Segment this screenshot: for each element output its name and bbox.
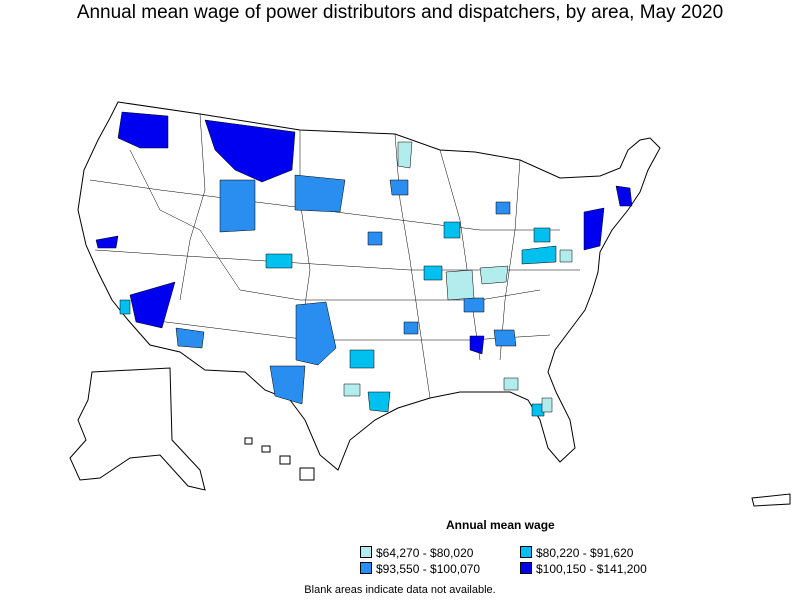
alaska-outline bbox=[69, 367, 206, 491]
legend-item-tier3: $93,550 - $100,070 bbox=[360, 562, 480, 576]
legend-swatch-tier4 bbox=[520, 562, 532, 574]
tier4-areas bbox=[95, 111, 633, 355]
legend-label-tier3: $93,550 - $100,070 bbox=[376, 562, 481, 576]
puerto-rico-outline bbox=[751, 493, 791, 507]
legend-swatch-tier3 bbox=[360, 562, 372, 574]
tier3-areas bbox=[175, 174, 517, 405]
map-title: Annual mean wage of power distributors a… bbox=[76, 2, 724, 23]
tier2-areas bbox=[119, 221, 557, 417]
legend-swatch-tier2 bbox=[520, 546, 532, 558]
legend-label-tier4: $100,150 - $141,200 bbox=[536, 562, 647, 576]
blank-areas-note: Blank areas indicate data not available. bbox=[304, 584, 496, 596]
legend-label-tier2: $80,220 - $91,620 bbox=[536, 546, 634, 560]
legend-title: Annual mean wage bbox=[446, 518, 555, 532]
legend-swatch-tier1 bbox=[360, 546, 372, 558]
legend-item-tier1: $64,270 - $80,020 bbox=[360, 546, 473, 560]
tier1-areas bbox=[343, 141, 573, 413]
legend-label-tier1: $64,270 - $80,020 bbox=[376, 546, 474, 560]
legend-item-tier4: $100,150 - $141,200 bbox=[520, 562, 647, 576]
legend-item-tier2: $80,220 - $91,620 bbox=[520, 546, 633, 560]
hawaii-islands bbox=[244, 437, 315, 481]
